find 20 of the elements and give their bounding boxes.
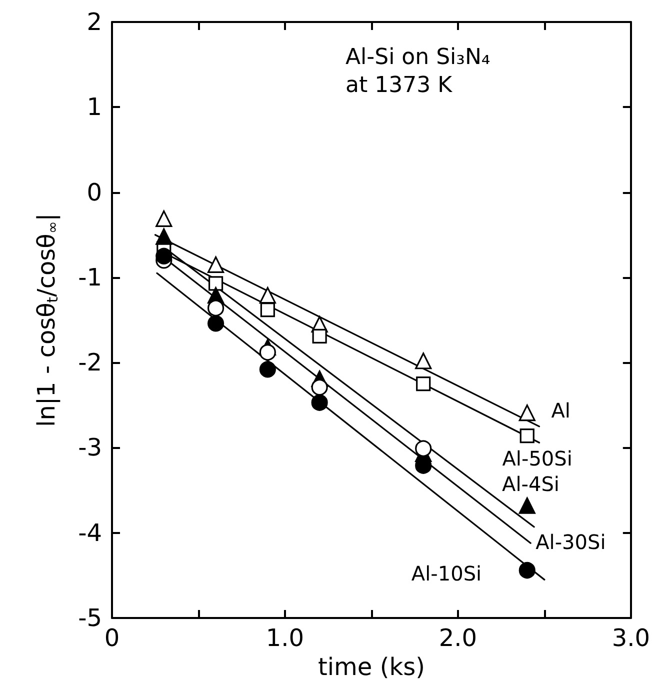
series-label: Al-10Si — [411, 562, 482, 586]
series-label: Al-4Si — [502, 472, 560, 496]
y-tick-label: -1 — [78, 263, 102, 292]
y-axis-title: ln|1 - cosθt/cosθ∞| — [32, 213, 62, 427]
x-tick-label: 3.0 — [612, 624, 650, 652]
legend-label: Al-30Si — [536, 530, 606, 554]
y-tick-label: 0 — [86, 178, 102, 206]
series-label: Al-50Si — [502, 446, 572, 471]
x-tick-label: 1.0 — [266, 624, 304, 652]
series-label: Al — [551, 398, 570, 422]
y-tick-label: -4 — [78, 518, 102, 547]
y-tick-label: 1 — [86, 93, 102, 122]
x-tick-label: 2.0 — [438, 624, 478, 652]
x-tick-label: 0 — [104, 624, 120, 652]
y-tick-label: -5 — [78, 604, 102, 632]
annotation: Al-Si on Si₃N₄ at 1373 K — [346, 44, 490, 98]
y-tick-label: -2 — [78, 348, 102, 377]
y-tick-label: -3 — [78, 434, 102, 462]
x-axis-title: time (ks) — [318, 652, 425, 681]
y-tick-label: 2 — [86, 8, 102, 36]
